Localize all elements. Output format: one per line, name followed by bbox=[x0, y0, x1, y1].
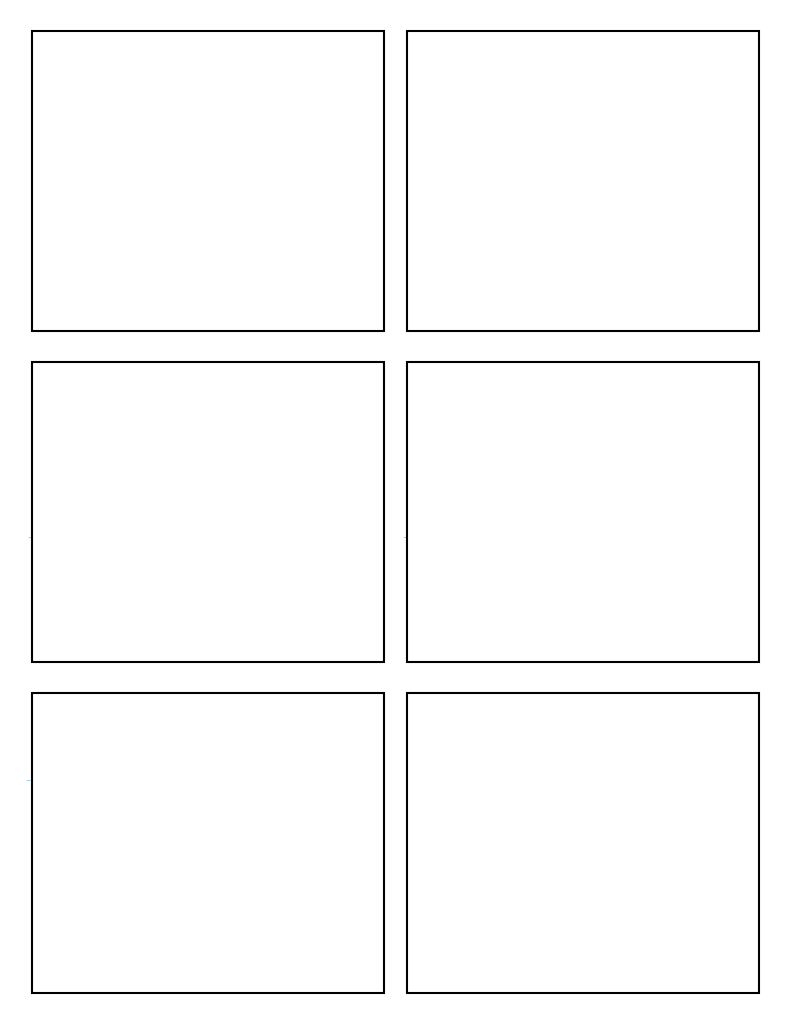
Text: I: I bbox=[215, 463, 218, 471]
Polygon shape bbox=[600, 494, 610, 506]
Text: $-V_p$: $-V_p$ bbox=[25, 776, 39, 786]
Text: $R_L$: $R_L$ bbox=[252, 490, 263, 503]
Text: As the input voltage goes positive, the
diode becomes forward-biased and
conduct: As the input voltage goes positive, the … bbox=[63, 403, 265, 437]
Text: DIODE LIMITERS: DIODE LIMITERS bbox=[140, 711, 275, 729]
Text: NEGATIVE LIMITER: NEGATIVE LIMITER bbox=[506, 383, 660, 400]
Text: limiter?: limiter? bbox=[462, 748, 507, 758]
Text: 100 kΩ: 100 kΩ bbox=[728, 823, 757, 833]
Text: $V_{out}$: $V_{out}$ bbox=[240, 763, 254, 773]
Text: also called: also called bbox=[453, 121, 524, 134]
Text: 1N914: 1N914 bbox=[654, 825, 681, 835]
Text: +10 V: +10 V bbox=[425, 795, 451, 804]
Text: PROBLEM: PROBLEM bbox=[540, 711, 626, 729]
Text: 0 V: 0 V bbox=[425, 825, 438, 835]
Text: POSITIVE LIMITER: POSITIVE LIMITER bbox=[134, 383, 281, 400]
Text: $V_{in}$: $V_{in}$ bbox=[405, 823, 418, 836]
Polygon shape bbox=[642, 780, 652, 795]
Text: 10 kΩ: 10 kΩ bbox=[601, 792, 626, 801]
Polygon shape bbox=[200, 758, 208, 767]
Text: 0: 0 bbox=[38, 509, 42, 515]
Polygon shape bbox=[224, 494, 234, 506]
Text: $V_{OUT} = \left(\dfrac{R_L}{R_1 + R_L}\right)V_{IN}$: $V_{OUT} = \left(\dfrac{R_L}{R_1 + R_L}\… bbox=[112, 836, 304, 881]
Text: $V_p$: $V_p$ bbox=[32, 485, 42, 497]
Text: -0.7 V: -0.7 V bbox=[639, 513, 657, 518]
Text: What would you expect to see displayed on
an oscilloscope connected across RL: What would you expect to see displayed o… bbox=[439, 732, 683, 754]
Text: 0: 0 bbox=[277, 509, 282, 515]
Text: •: • bbox=[425, 403, 433, 417]
Text: is limited
to -0.7 V when the input voltage
exceeds this: is limited to -0.7 V when the input volt… bbox=[439, 438, 607, 472]
Text: used to clip off portions of signal
voltages above or below certain
levels.: used to clip off portions of signal volt… bbox=[453, 175, 658, 218]
Text: 0: 0 bbox=[414, 509, 418, 515]
Bar bbox=[165, 476, 264, 536]
Bar bbox=[141, 746, 229, 790]
Text: •: • bbox=[432, 121, 441, 135]
Text: DIODE LIMITERS: DIODE LIMITERS bbox=[504, 67, 663, 86]
Text: $R_1$: $R_1$ bbox=[571, 459, 582, 471]
Text: +0.7 V: +0.7 V bbox=[260, 506, 282, 511]
Bar bbox=[541, 476, 640, 536]
Text: •: • bbox=[425, 732, 433, 744]
Text: -10 V: -10 V bbox=[425, 855, 447, 864]
Text: $R_1$: $R_1$ bbox=[168, 731, 177, 744]
Text: $-V_p$: $-V_p$ bbox=[403, 534, 418, 545]
Bar bbox=[555, 780, 713, 880]
Text: $V_{out}$: $V_{out}$ bbox=[696, 808, 713, 821]
Text: $V_p$: $V_p$ bbox=[30, 750, 39, 760]
Text: WAVE SHAPING CIRCUITS: WAVE SHAPING CIRCUITS bbox=[94, 172, 321, 189]
Text: $V_{out}$: $V_{out}$ bbox=[630, 507, 645, 517]
Text: +: + bbox=[135, 500, 142, 509]
Text: is limited to +0.7 V
when the input voltage exceeds this: is limited to +0.7 V when the input volt… bbox=[63, 435, 252, 457]
Text: As the input voltage goes negative,
the diode becomes forward-biased
and conduct: As the input voltage goes negative, the … bbox=[439, 403, 625, 437]
Text: $R_L$: $R_L$ bbox=[728, 808, 740, 821]
Text: $R_1$: $R_1$ bbox=[195, 459, 206, 471]
Text: $R_L$: $R_L$ bbox=[634, 500, 645, 512]
Text: $V_p$: $V_p$ bbox=[408, 485, 418, 497]
Text: $-V_p$: $-V_p$ bbox=[27, 534, 42, 545]
Text: $V_{out}$: $V_{out}$ bbox=[254, 507, 269, 517]
Text: $R_1$: $R_1$ bbox=[612, 766, 625, 780]
Text: 0: 0 bbox=[653, 509, 657, 515]
Text: in the: in the bbox=[439, 748, 471, 758]
Text: $R_L$: $R_L$ bbox=[230, 765, 240, 777]
Text: I: I bbox=[591, 463, 593, 471]
Text: •: • bbox=[49, 403, 57, 417]
Text: clipper: clipper bbox=[522, 121, 570, 134]
Text: 0: 0 bbox=[35, 766, 39, 770]
Text: -: - bbox=[138, 515, 141, 524]
Text: •: • bbox=[432, 175, 441, 188]
